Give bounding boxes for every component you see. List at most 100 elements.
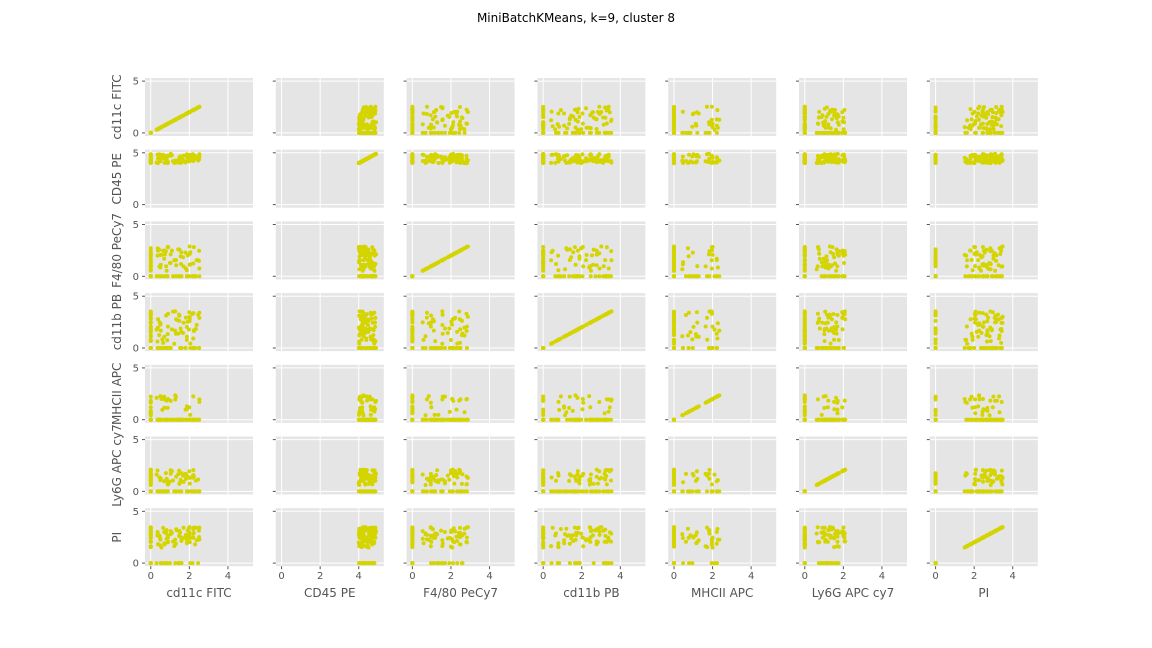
data-point bbox=[368, 412, 373, 417]
data-point bbox=[191, 474, 196, 479]
data-point bbox=[436, 480, 441, 485]
data-point bbox=[671, 312, 676, 317]
data-point bbox=[178, 155, 183, 160]
data-point bbox=[155, 127, 160, 132]
data-point bbox=[431, 110, 436, 115]
data-point bbox=[410, 417, 415, 422]
data-point bbox=[802, 156, 807, 161]
data-point bbox=[802, 267, 807, 272]
data-point bbox=[183, 315, 188, 320]
data-point bbox=[148, 312, 153, 317]
data-point bbox=[985, 339, 990, 344]
data-point bbox=[426, 125, 431, 130]
data-point bbox=[435, 468, 440, 473]
data-point bbox=[827, 417, 832, 422]
data-point bbox=[148, 417, 153, 422]
data-point bbox=[181, 255, 186, 260]
data-point bbox=[999, 328, 1004, 333]
data-point bbox=[587, 157, 592, 162]
data-point bbox=[357, 480, 362, 485]
data-point bbox=[462, 325, 467, 330]
data-point bbox=[980, 108, 985, 113]
data-point bbox=[562, 111, 567, 116]
data-point bbox=[158, 265, 163, 270]
data-point bbox=[541, 489, 546, 494]
data-point bbox=[802, 118, 807, 123]
data-point bbox=[980, 245, 985, 250]
data-point bbox=[968, 397, 973, 402]
data-point bbox=[158, 478, 163, 483]
data-point bbox=[831, 312, 836, 317]
data-point bbox=[999, 345, 1004, 350]
data-point bbox=[584, 106, 589, 111]
data-point bbox=[836, 249, 841, 254]
data-point bbox=[832, 473, 837, 478]
data-point bbox=[164, 264, 169, 269]
data-point bbox=[580, 473, 585, 478]
data-point bbox=[429, 489, 434, 494]
data-point bbox=[155, 253, 160, 258]
data-point bbox=[694, 310, 699, 315]
data-point bbox=[824, 158, 829, 163]
data-point bbox=[184, 324, 189, 329]
data-point bbox=[155, 345, 160, 350]
data-point bbox=[606, 409, 611, 414]
data-point bbox=[363, 330, 368, 335]
panel-5-1 bbox=[272, 436, 384, 495]
data-point bbox=[426, 394, 431, 399]
data-point bbox=[457, 317, 462, 322]
data-point bbox=[988, 127, 993, 132]
data-point bbox=[184, 152, 189, 157]
data-point bbox=[703, 324, 708, 329]
data-point bbox=[827, 475, 832, 480]
data-point bbox=[567, 121, 572, 126]
panel-1-4 bbox=[665, 149, 777, 208]
data-point bbox=[709, 160, 714, 165]
data-point bbox=[594, 252, 599, 257]
data-point bbox=[464, 153, 469, 158]
data-point bbox=[594, 263, 599, 268]
panel-0-5 bbox=[796, 78, 907, 136]
data-point bbox=[363, 157, 368, 162]
y-tick-label: 0 bbox=[133, 128, 139, 139]
data-point bbox=[603, 115, 608, 120]
data-point bbox=[604, 245, 609, 250]
data-point bbox=[989, 248, 994, 253]
panel-background bbox=[799, 293, 907, 352]
data-point bbox=[577, 130, 582, 135]
data-point bbox=[448, 417, 453, 422]
data-point bbox=[965, 258, 970, 263]
data-point bbox=[681, 260, 686, 265]
data-point bbox=[183, 345, 188, 350]
data-point bbox=[373, 320, 378, 325]
data-point bbox=[715, 336, 720, 341]
data-point bbox=[989, 119, 994, 124]
panel-background bbox=[406, 436, 515, 495]
data-point bbox=[589, 489, 594, 494]
data-point bbox=[704, 489, 709, 494]
data-point bbox=[817, 256, 822, 261]
data-point bbox=[564, 489, 569, 494]
data-point bbox=[819, 130, 824, 135]
data-point bbox=[357, 489, 362, 494]
data-point bbox=[974, 114, 979, 119]
data-point bbox=[363, 473, 368, 478]
data-point bbox=[167, 153, 172, 158]
data-point bbox=[834, 268, 839, 273]
y-axis-label: CD45 PE bbox=[110, 153, 124, 205]
data-point bbox=[977, 265, 982, 270]
data-point bbox=[567, 117, 572, 122]
data-point bbox=[980, 345, 985, 350]
data-point bbox=[553, 127, 558, 132]
data-point bbox=[933, 312, 938, 317]
data-point bbox=[369, 312, 374, 317]
data-point bbox=[992, 130, 997, 135]
data-point bbox=[169, 327, 174, 332]
data-point bbox=[541, 161, 546, 166]
data-point bbox=[359, 337, 364, 342]
data-point bbox=[991, 417, 996, 422]
data-point bbox=[462, 130, 467, 135]
data-point bbox=[933, 127, 938, 132]
data-point bbox=[188, 475, 193, 480]
